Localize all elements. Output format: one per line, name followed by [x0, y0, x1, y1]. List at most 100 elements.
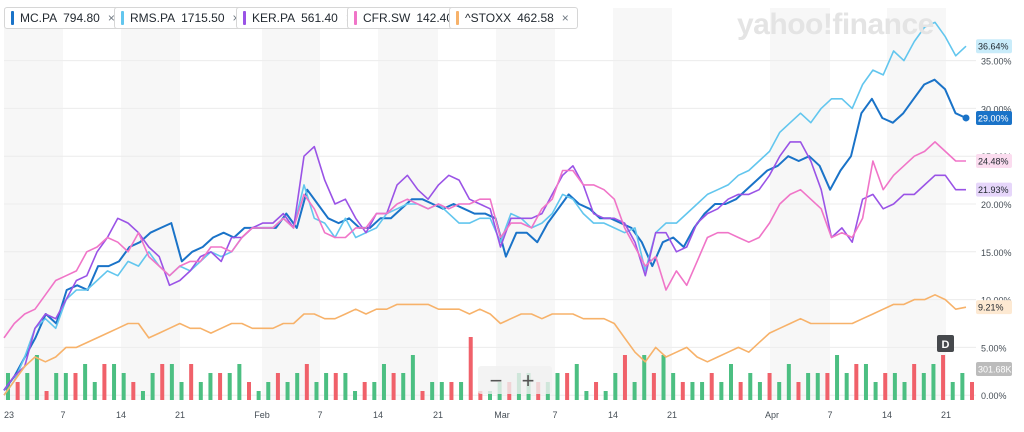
volume-bar	[700, 382, 705, 400]
ticker-color-swatch	[354, 11, 357, 25]
x-tick-label: 14	[608, 410, 618, 420]
volume-bar	[121, 373, 126, 400]
volume-bar	[285, 382, 290, 400]
volume-bar	[25, 373, 30, 400]
volume-bar	[777, 382, 782, 400]
volume-bar	[63, 373, 68, 400]
volume-bar	[208, 373, 213, 400]
ticker-symbol: RMS.PA	[130, 11, 176, 25]
series-end-badge	[976, 182, 1012, 197]
volume-bar	[169, 364, 174, 400]
volume-bar	[574, 364, 579, 400]
volume-bar	[140, 391, 145, 400]
series-end-labels: 29.00% 36.64% 21.93% 24.48% 9.21% 301.68K	[962, 39, 1012, 376]
volume-bar	[960, 373, 965, 400]
zoom-in-button[interactable]: +	[522, 368, 535, 393]
ticker-symbol: CFR.SW	[363, 11, 411, 25]
y-tick-label: 20.00%	[981, 200, 1012, 210]
volume-bar	[468, 337, 473, 400]
series-end-label: 29.00%	[978, 113, 1009, 123]
volume-bar	[488, 391, 492, 400]
ticker-color-swatch	[11, 11, 14, 25]
volume-bar	[835, 355, 840, 400]
ticker-price: 1715.50	[181, 11, 225, 25]
volume-bar	[15, 382, 20, 400]
series-lines	[3, 21, 967, 396]
zoom-out-button[interactable]: −	[490, 368, 503, 393]
ticker-price: 561.40	[301, 11, 338, 25]
ticker-color-swatch	[121, 11, 124, 25]
series-end-label: 21.93%	[978, 185, 1009, 195]
volume-bar	[748, 373, 753, 400]
d-button-group[interactable]: D	[937, 335, 954, 352]
series-end-label: 36.64%	[978, 42, 1009, 52]
d-button-bg	[937, 335, 954, 352]
volume-bar	[786, 364, 791, 400]
x-tick-label: Mar	[494, 410, 510, 420]
series-line-stoxx	[3, 293, 967, 396]
x-tick-label: 21	[433, 410, 443, 420]
volume-bar	[565, 373, 570, 400]
volume-bar	[83, 364, 88, 400]
volume-bar	[218, 373, 223, 400]
volume-bar	[237, 364, 242, 400]
volume-bar	[931, 364, 936, 400]
zoom-controls[interactable]: − +	[478, 366, 552, 394]
volume-bar	[131, 382, 136, 400]
volume-bar	[449, 382, 454, 400]
volume-bar	[970, 382, 974, 400]
x-tick-label: 21	[175, 410, 185, 420]
ticker-chip[interactable]: MC.PA 794.80 ×	[4, 7, 124, 29]
volume-bar	[719, 382, 724, 400]
y-axis-labels: 35.00%30.00%25.00%20.00%15.00%10.00%5.00…	[981, 57, 1012, 402]
volume-bar	[295, 373, 300, 400]
volume-bar	[584, 391, 589, 400]
close-icon[interactable]: ×	[107, 11, 115, 25]
volume-bar	[179, 382, 184, 400]
volume-bar	[439, 382, 444, 400]
volume-bar	[381, 364, 386, 400]
volume-bar	[189, 364, 194, 400]
close-icon[interactable]: ×	[561, 11, 569, 25]
volume-bar	[410, 355, 415, 400]
volume-bar	[709, 373, 714, 400]
y-tick-label: 0.00%	[981, 391, 1007, 401]
series-end-label: 9.21%	[978, 303, 1004, 313]
volume-bar	[362, 382, 367, 400]
volume-bar	[921, 373, 926, 400]
volume-bar	[92, 382, 97, 400]
volume-bar	[102, 364, 107, 400]
volume-bar	[912, 364, 917, 400]
x-tick-label: 7	[827, 410, 832, 420]
volume-bar	[825, 373, 830, 400]
d-button[interactable]: D	[942, 339, 950, 351]
volume-bar	[266, 382, 271, 400]
volume-bar	[854, 364, 859, 400]
series-line-mcpa	[3, 78, 967, 391]
volume-bar	[333, 373, 338, 400]
volume-bar	[757, 382, 762, 400]
volume-bar	[651, 373, 656, 400]
ticker-price: 142.40	[416, 11, 454, 25]
y-tick-label: 30.00%	[981, 104, 1012, 114]
yahoo-finance-logo: yahoo!finance	[737, 8, 934, 41]
volume-bar	[459, 382, 464, 400]
volume-bar	[680, 382, 685, 400]
series-end-label: 24.48%	[978, 156, 1009, 166]
zoom-panel	[478, 366, 552, 394]
x-tick-label: 7	[552, 410, 557, 420]
volume-bar	[391, 373, 396, 400]
volume-bar	[873, 382, 878, 400]
volume-bar	[34, 355, 39, 400]
volume-bar	[632, 382, 637, 400]
volume-bar	[613, 373, 618, 400]
volume-bar	[844, 373, 849, 400]
volume-bar	[247, 382, 251, 400]
ticker-chip[interactable]: ^STOXX 462.58 ×	[449, 7, 578, 29]
volume-bar	[642, 355, 647, 400]
volume-bar	[314, 382, 319, 400]
